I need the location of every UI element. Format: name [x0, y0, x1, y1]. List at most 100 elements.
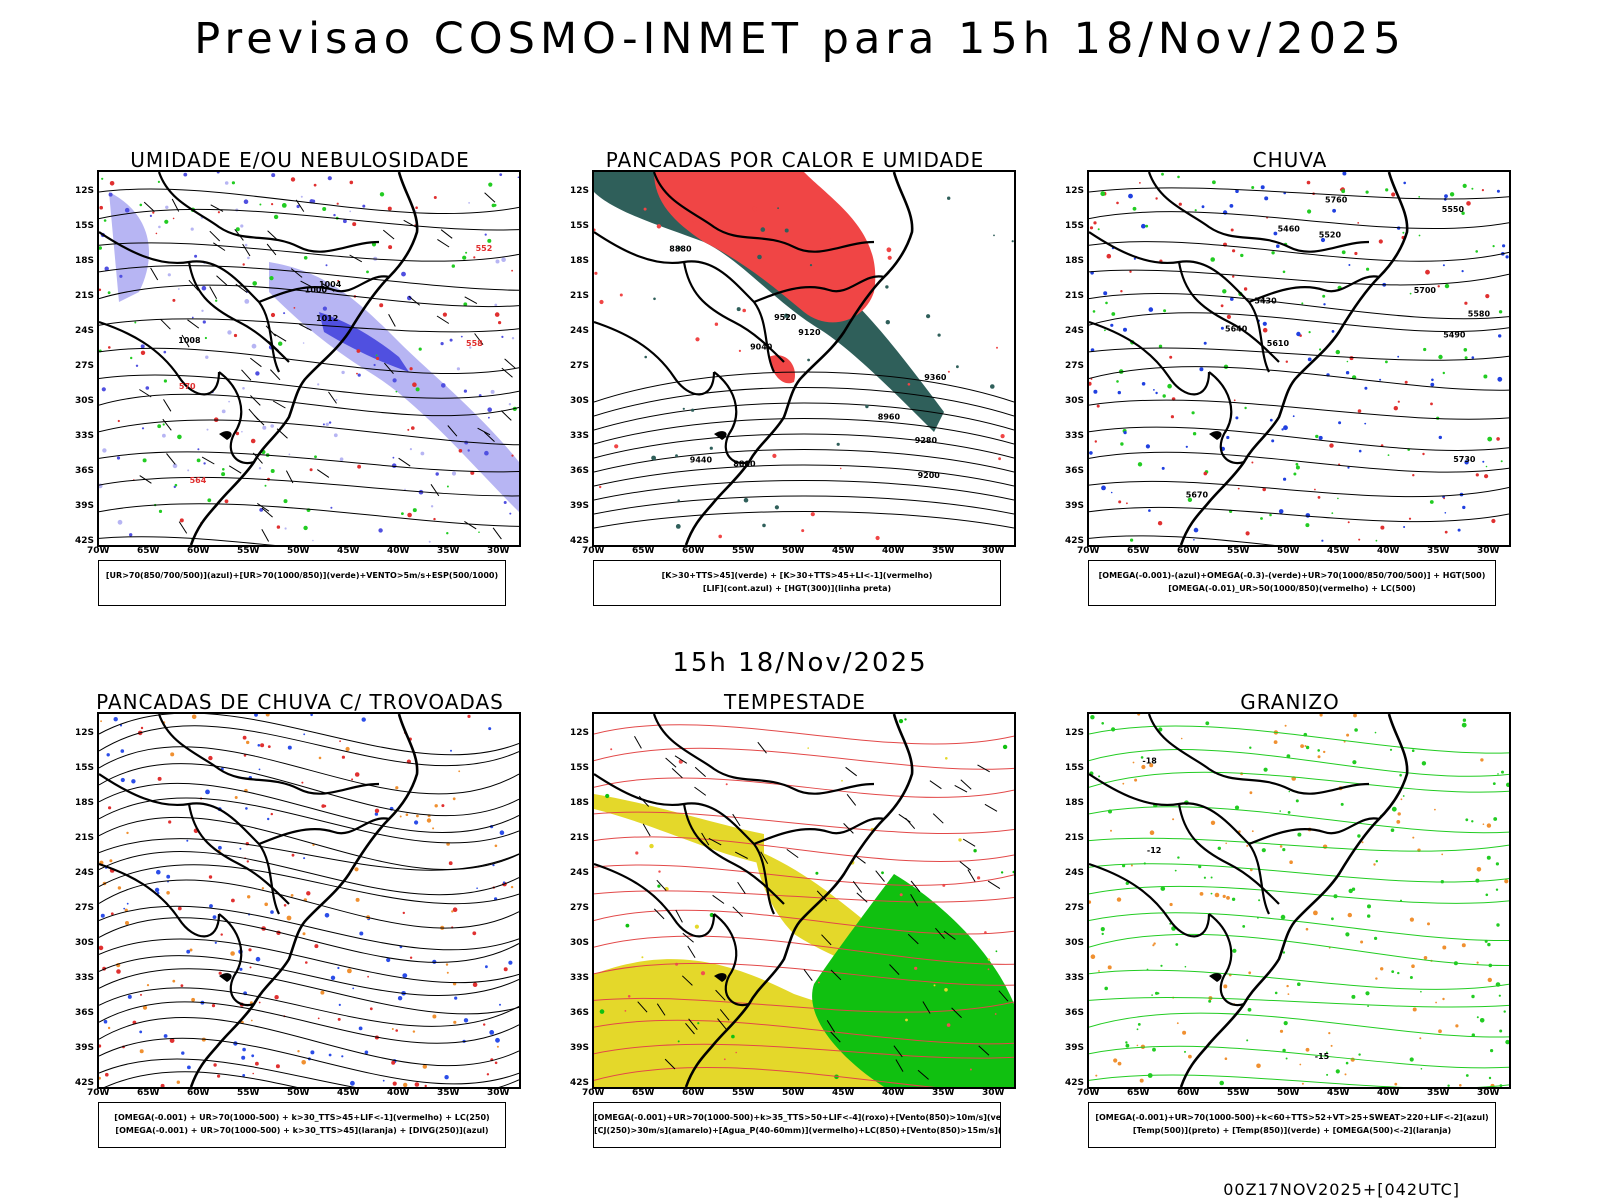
lagoon	[714, 431, 727, 440]
contour-label: -15	[1315, 1052, 1330, 1061]
lat-tick-label: 33S	[74, 973, 94, 983]
isoline	[594, 1019, 1014, 1045]
wind-vector	[757, 741, 767, 754]
isoline	[1089, 293, 1509, 320]
contour-label: 5700	[1414, 286, 1437, 295]
state-border	[99, 320, 221, 396]
isoline	[594, 1066, 936, 1087]
hgt300-contour	[594, 433, 1014, 459]
hgt300-contour	[594, 418, 1014, 445]
lon-tick-label: 70W	[582, 1088, 605, 1098]
isoline	[1089, 725, 1509, 754]
wind-vector	[893, 1045, 903, 1058]
lat-tick-label: 15S	[74, 221, 94, 231]
lon-tick-label: 55W	[732, 1088, 755, 1098]
lon-tick-label: 60W	[187, 546, 210, 556]
wind-vector	[213, 242, 226, 251]
lat-tick-label: 21S	[569, 291, 589, 301]
lon-tick-label: 60W	[682, 546, 705, 556]
contour-label: 5760	[1325, 196, 1348, 205]
isoline	[594, 909, 1014, 935]
wind-vector	[492, 527, 502, 540]
lon-tick-label: 60W	[1177, 1088, 1200, 1098]
isoline	[99, 242, 519, 262]
legend-line: [LIF](cont.azul) + [HGT(300)](linha pret…	[702, 584, 892, 593]
isoline	[99, 393, 519, 417]
isoline	[1089, 366, 1509, 391]
isoline	[99, 851, 519, 896]
isoline	[1089, 912, 1509, 942]
wind-vector	[166, 453, 176, 465]
lat-tick-label: 27S	[74, 903, 94, 913]
map-svg	[594, 714, 1014, 1087]
wind-vector	[477, 427, 491, 436]
isoline	[1089, 535, 1276, 545]
map-frame	[97, 712, 521, 1089]
isoline	[99, 838, 519, 871]
wind-vector	[895, 1059, 904, 1072]
wind-vector	[951, 1007, 962, 1019]
lat-tick-label: 24S	[569, 326, 589, 336]
legend-line: [OMEGA(-0.01)_UR>50(1000/850)(vermelho) …	[1168, 584, 1416, 593]
coastline	[684, 714, 914, 1087]
lon-tick-label: 35W	[437, 546, 460, 556]
panel-title: CHUVA	[1252, 148, 1328, 172]
contour-label: 558	[466, 339, 483, 348]
lat-tick-label: 27S	[569, 361, 589, 371]
lat-tick-label: 15S	[74, 763, 94, 773]
isoline	[99, 536, 276, 545]
wind-vector	[734, 851, 748, 859]
lat-tick-label: 39S	[1064, 501, 1084, 511]
legend-line: [Temp(500)](preto) + [Temp(850)](verde) …	[1132, 1126, 1452, 1135]
hgt300-contour	[594, 449, 1014, 473]
forecast-time-subtitle: 15h 18/Nov/2025	[672, 648, 928, 678]
lon-tick-label: 35W	[437, 1088, 460, 1098]
legend-line: [OMEGA(-0.001)+UR>70(1000-500)+k<60+TTS>…	[1095, 1113, 1489, 1122]
isoline	[99, 968, 519, 1015]
state-border	[157, 172, 380, 253]
panel-title: GRANIZO	[1240, 690, 1340, 714]
isoline	[99, 265, 519, 291]
lon-tick-label: 65W	[137, 1088, 160, 1098]
wind-vector	[843, 823, 854, 834]
wind-vector	[634, 735, 642, 749]
lon-tick-label: 30W	[487, 546, 510, 556]
lat-tick-label: 15S	[569, 221, 589, 231]
panel-legend: [OMEGA(-0.001)+UR>70(1000-500)+k<60+TTS>…	[1088, 1102, 1496, 1148]
lat-tick-label: 33S	[569, 973, 589, 983]
wind-vector	[201, 456, 215, 465]
contour-label: 9120	[798, 328, 821, 337]
wind-vector	[803, 969, 813, 981]
isoline	[1089, 187, 1509, 200]
wind-vector	[437, 238, 450, 248]
isoline	[1089, 1012, 1509, 1038]
lat-tick-label: 18S	[569, 256, 589, 266]
lat-tick-label: 36S	[74, 466, 94, 476]
isoline	[99, 503, 519, 527]
legend-line: [OMEGA(-0.001) + UR>70(1000-500) + k>30_…	[115, 1126, 489, 1135]
lagoon	[1209, 431, 1222, 440]
wind-vector	[290, 268, 303, 278]
wind-vector	[987, 880, 1001, 890]
isoline	[594, 997, 1014, 1013]
state-border	[594, 773, 775, 915]
lat-tick-label: 42S	[1064, 536, 1084, 546]
lat-tick-label: 12S	[1064, 186, 1084, 196]
lon-tick-label: 30W	[1477, 546, 1500, 556]
state-border	[1208, 371, 1245, 465]
lon-tick-label: 50W	[782, 1088, 805, 1098]
wind-vector	[929, 780, 942, 790]
lat-tick-label: 15S	[1064, 763, 1084, 773]
contour-label: 5460	[1278, 225, 1301, 234]
wind-vector	[760, 851, 769, 865]
wind-vector	[917, 1069, 929, 1080]
wind-vector	[270, 369, 281, 381]
wind-vector	[682, 932, 694, 943]
contour-label: 5550	[1442, 205, 1465, 214]
map-frame	[592, 712, 1016, 1089]
lon-tick-label: 40W	[1377, 1088, 1400, 1098]
legend-line: [OMEGA(-0.001) + UR>70(1000-500) + k>30_…	[114, 1113, 490, 1122]
coastline	[1179, 714, 1409, 1087]
contour-label: 5730	[1453, 455, 1476, 464]
map-svg: 9520 9440 9360 9280 9200 9120 9040 8960 8880 8800	[594, 172, 1014, 545]
